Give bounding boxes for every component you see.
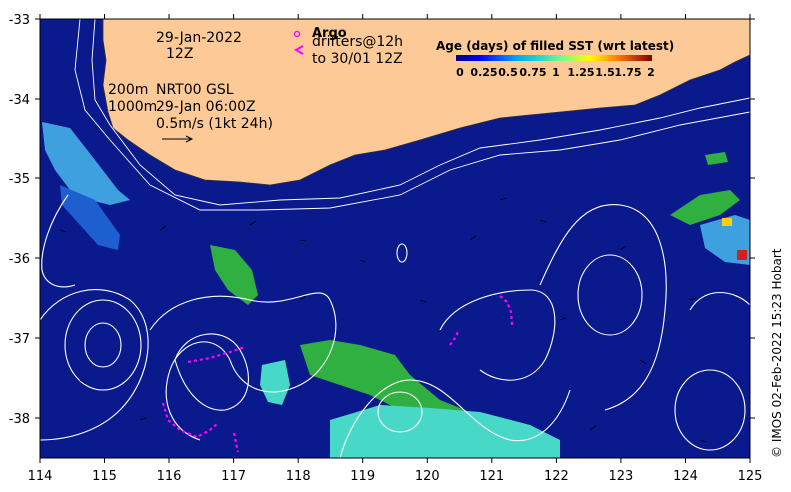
scale-arrow	[162, 135, 194, 143]
contour-small-120	[396, 243, 408, 263]
contour-east-ridge	[539, 204, 667, 411]
legend-tick: 1	[552, 66, 560, 79]
y-tick-label: -36	[9, 252, 30, 267]
legend-title: Age (days) of filled SST (wrt latest)	[436, 39, 674, 53]
drifters-line-2: to 30/01 12Z	[312, 51, 403, 67]
legend-tick: 0.5	[498, 66, 518, 79]
y-tick-label: -38	[9, 412, 30, 427]
date-line-2: 12Z	[166, 46, 193, 62]
patch-light-blue-west	[42, 122, 130, 205]
contour-west-edge	[41, 194, 76, 288]
map-frame	[39, 18, 751, 459]
contour-eddy-124	[674, 369, 746, 451]
argo-label: Argo	[312, 26, 347, 41]
contour-eddy-115-outer	[64, 299, 142, 391]
x-tick-label: 123	[608, 469, 633, 484]
legend-tick: 0	[456, 66, 464, 79]
x-tick-label: 122	[544, 469, 569, 484]
x-tick-label: 121	[479, 469, 504, 484]
x-tick-label: 117	[221, 469, 246, 484]
legend-tick: 0.25	[470, 66, 497, 79]
contour-lobe-117	[174, 333, 249, 411]
legend-tick: 1.25	[567, 66, 594, 79]
drifter-track-2	[161, 402, 219, 439]
x-tick-label: 115	[92, 469, 117, 484]
drifter-tracks	[161, 295, 514, 453]
y-tick-label: -33	[9, 13, 30, 28]
legend-tick: 1.5	[595, 66, 615, 79]
x-tick-label: 124	[673, 469, 698, 484]
contour-eddy-115	[84, 322, 122, 368]
sst-age-legend: Age (days) of filled SST (wrt latest) 0 …	[436, 39, 674, 79]
y-tick-labels: -33 -34 -35 -36 -37 -38	[9, 13, 30, 427]
argo-marker-icon	[293, 30, 301, 38]
date-line-1: 29-Jan-2022	[156, 30, 242, 46]
contour-west-loop	[40, 289, 149, 441]
isobath-lines	[74, 19, 750, 211]
isobath-200m	[91, 19, 750, 206]
sst-patches	[42, 122, 750, 458]
y-tick-label: -37	[9, 332, 30, 347]
x-tick-label: 120	[415, 469, 440, 484]
map-area: 29-Jan-2022 12Z 200m NRT00 GSL 1000m 29-…	[40, 19, 750, 458]
patch-green-2	[300, 340, 465, 420]
x-tick-label: 114	[28, 469, 53, 484]
isobath-1000-label: 1000m	[108, 99, 157, 115]
patch-blue-west	[60, 185, 120, 250]
contour-eddy-119	[377, 391, 423, 433]
patch-hot-east	[722, 218, 732, 226]
map-annotations: 29-Jan-2022 12Z 200m NRT00 GSL 1000m 29-…	[108, 26, 403, 143]
isobath-1000m	[74, 19, 750, 211]
ssh-contours	[40, 194, 750, 458]
y-tick-label: -34	[9, 93, 30, 108]
y-tick-label: -35	[9, 172, 30, 187]
drifter-track-4	[499, 295, 514, 326]
scale-label: 0.5m/s (1kt 24h)	[156, 116, 273, 132]
x-tick-label: 116	[157, 469, 182, 484]
contour-east-edge	[689, 292, 750, 311]
patch-cyan-south	[330, 405, 560, 458]
drifter-track-5	[449, 331, 459, 346]
contour-121-loop	[439, 289, 556, 381]
drifter-arrow-icon	[293, 45, 304, 55]
contour-eddy-123	[577, 254, 643, 336]
credit-text: © IMOS 02-Feb-2022 15:23 Hobart	[770, 248, 784, 458]
contour-south-wave	[339, 379, 571, 458]
product-time-label: 29-Jan 06:00Z	[156, 99, 256, 115]
patch-green-1	[210, 245, 258, 305]
legend-colorbar	[456, 55, 652, 61]
isobath-200-label: 200m	[108, 82, 148, 98]
patch-green-east	[670, 190, 740, 225]
x-tick-label: 125	[738, 469, 763, 484]
y-axis	[35, 18, 755, 419]
legend-tick: 1.75	[614, 66, 641, 79]
velocity-arrows	[59, 197, 707, 443]
x-axis	[39, 14, 751, 463]
x-tick-label: 118	[286, 469, 311, 484]
patch-green-north-east	[705, 152, 728, 165]
drifter-track-1	[187, 345, 246, 364]
patch-cyan-mid	[260, 360, 290, 405]
legend-tick: 2	[647, 66, 655, 79]
x-tick-labels: 114 115 116 117 118 119 120 121 122 123 …	[28, 469, 763, 484]
patch-red-east	[737, 250, 747, 260]
drifters-line-1: drifters@12h	[312, 34, 403, 50]
product-label: NRT00 GSL	[156, 82, 234, 98]
contour-central	[149, 292, 337, 441]
legend-tick: 0.75	[519, 66, 546, 79]
x-tick-label: 119	[350, 469, 375, 484]
